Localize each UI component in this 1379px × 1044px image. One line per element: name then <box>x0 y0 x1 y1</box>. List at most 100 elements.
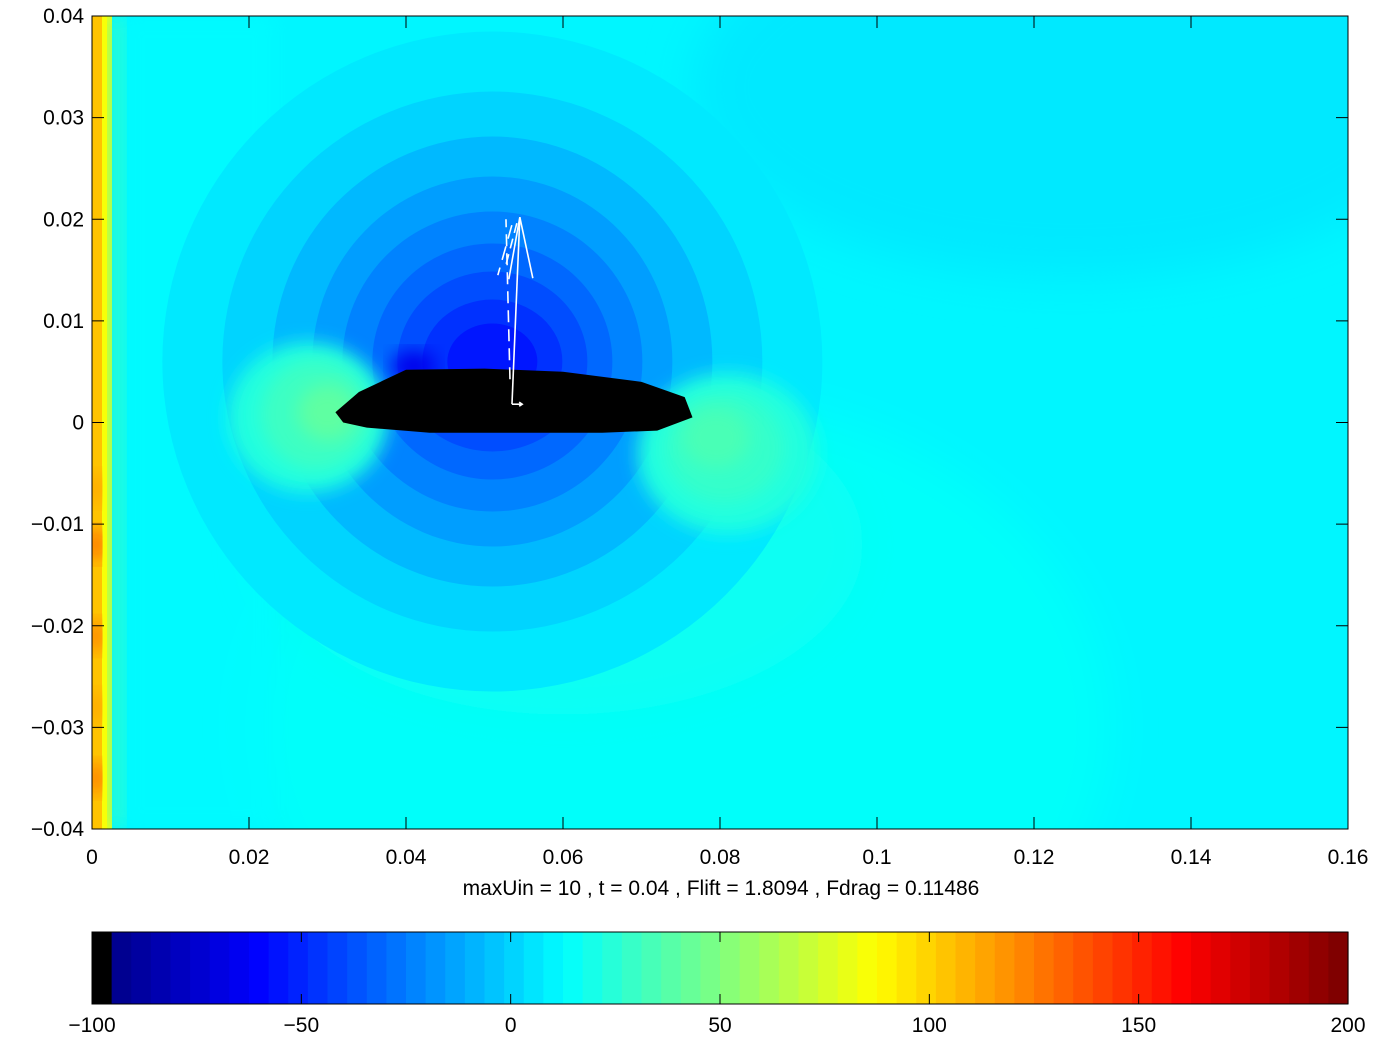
colorbar-swatch <box>916 932 937 1004</box>
colorbar-swatch <box>209 932 230 1004</box>
colorbar-swatch <box>1073 932 1094 1004</box>
colorbar-swatch <box>1308 932 1329 1004</box>
x-tick-label: 0.08 <box>700 846 741 869</box>
colorbar-tick-label: 200 <box>1330 1014 1365 1037</box>
colorbar-swatch <box>975 932 996 1004</box>
colorbar-tick-label: −50 <box>284 1014 320 1037</box>
y-tick-label: −0.01 <box>31 513 84 536</box>
y-tick-label: 0.01 <box>43 310 84 333</box>
colorbar-swatch <box>229 932 250 1004</box>
colorbar-swatch <box>661 932 682 1004</box>
colorbar-swatch <box>1034 932 1055 1004</box>
colorbar-swatch <box>1092 932 1114 1004</box>
colorbar-tick-label: −100 <box>68 1014 115 1037</box>
airfoil-body <box>335 368 693 433</box>
x-axis-label: maxUin = 10 , t = 0.04 , Flift = 1.8094 … <box>463 877 980 900</box>
colorbar-swatch <box>111 932 132 1004</box>
colorbar-swatch <box>92 932 113 1004</box>
colorbar-swatch <box>1230 932 1251 1004</box>
airfoil-body-layer <box>335 368 693 433</box>
colorbar-swatch <box>1191 932 1212 1004</box>
lift-arrow-dashed-head <box>504 223 518 270</box>
colorbar-swatch <box>504 932 525 1004</box>
y-tick-label: 0.02 <box>43 208 84 231</box>
colorbar-swatch <box>131 932 152 1004</box>
lift-arrow-dashed <box>505 219 511 380</box>
colorbar-swatch <box>1328 932 1349 1004</box>
colorbar-swatch <box>1151 932 1172 1004</box>
colorbar-axis: −100 −50 0 50 100 150 200 <box>68 932 1366 1037</box>
colorbar-swatch <box>268 932 289 1004</box>
colorbar-swatch <box>170 932 191 1004</box>
colorbar-swatch <box>249 932 270 1004</box>
plot-area <box>92 16 1348 829</box>
colorbar-swatch <box>1053 932 1074 1004</box>
x-tick-label: 0.06 <box>543 846 584 869</box>
colorbar-swatch <box>366 932 387 1004</box>
colorbar-swatch <box>818 932 839 1004</box>
colorbar-swatch <box>994 932 1015 1004</box>
drag-arrow-head <box>518 401 524 407</box>
x-tick-label: 0.14 <box>1171 846 1212 869</box>
colorbar-swatch <box>1269 932 1290 1004</box>
colorbar-swatch <box>406 932 427 1004</box>
x-tick-label: 0 <box>86 846 98 869</box>
colorbar-swatch <box>680 932 701 1004</box>
y-tick-label: 0 <box>72 412 84 435</box>
colorbar-swatch <box>739 932 760 1004</box>
y-tick-label: −0.03 <box>31 716 84 739</box>
colorbar-swatch <box>896 932 917 1004</box>
colorbar-swatch <box>1171 932 1192 1004</box>
colorbar-swatch <box>288 932 309 1004</box>
y-axis: 0.04 0.03 0.02 0.01 0 −0.01 −0.02 −0.03 −0.04 <box>31 5 1348 841</box>
colorbar-tick-label: 150 <box>1121 1014 1156 1037</box>
colorbar-swatch <box>484 932 505 1004</box>
lift-arrow-shaft <box>511 217 521 405</box>
lift-arrow-dashed-head <box>497 225 513 276</box>
colorbar-swatch <box>1014 932 1035 1004</box>
colorbar-swatch <box>563 932 584 1004</box>
colorbar-swatch <box>386 932 407 1004</box>
x-tick-label: 0.02 <box>229 846 270 869</box>
colorbar-swatch <box>150 932 172 1004</box>
x-tick-label: 0.04 <box>386 846 427 869</box>
colorbar-swatch <box>327 932 348 1004</box>
colorbar-swatch <box>307 932 329 1004</box>
x-tick-label: 0.1 <box>862 846 891 869</box>
colorbar-swatch <box>1289 932 1310 1004</box>
colorbar-tick-label: 100 <box>912 1014 947 1037</box>
colorbar <box>92 932 1349 1004</box>
y-tick-label: −0.02 <box>31 615 84 638</box>
colorbar-swatch <box>837 932 858 1004</box>
colorbar-swatch <box>523 932 544 1004</box>
colorbar-swatch <box>1132 932 1153 1004</box>
x-axis: 0 0.02 0.04 0.06 0.08 0.1 0.12 0.14 0.16 <box>86 16 1368 869</box>
colorbar-swatch <box>1249 932 1271 1004</box>
colorbar-swatch <box>464 932 486 1004</box>
colorbar-swatch <box>700 932 721 1004</box>
colorbar-swatch <box>1112 932 1133 1004</box>
y-tick-label: −0.04 <box>31 818 84 841</box>
colorbar-swatch <box>798 932 819 1004</box>
force-arrows <box>497 217 534 407</box>
colorbar-swatch <box>778 932 800 1004</box>
x-tick-label: 0.16 <box>1328 846 1369 869</box>
colorbar-swatch <box>445 932 466 1004</box>
colorbar-swatch <box>347 932 368 1004</box>
y-tick-label: 0.03 <box>43 107 84 130</box>
colorbar-swatch <box>759 932 780 1004</box>
colorbar-swatch <box>641 932 662 1004</box>
lift-arrow-head <box>508 217 534 280</box>
colorbar-swatch <box>602 932 623 1004</box>
colorbar-swatch <box>935 932 957 1004</box>
colorbar-swatch <box>621 932 643 1004</box>
colorbar-tick-label: 0 <box>505 1014 517 1037</box>
x-tick-label: 0.12 <box>1014 846 1055 869</box>
y-tick-label: 0.04 <box>43 5 84 28</box>
colorbar-swatch <box>190 932 211 1004</box>
colorbar-swatch <box>582 932 603 1004</box>
colorbar-swatch <box>425 932 446 1004</box>
colorbar-swatch <box>857 932 878 1004</box>
colorbar-swatch <box>1210 932 1231 1004</box>
